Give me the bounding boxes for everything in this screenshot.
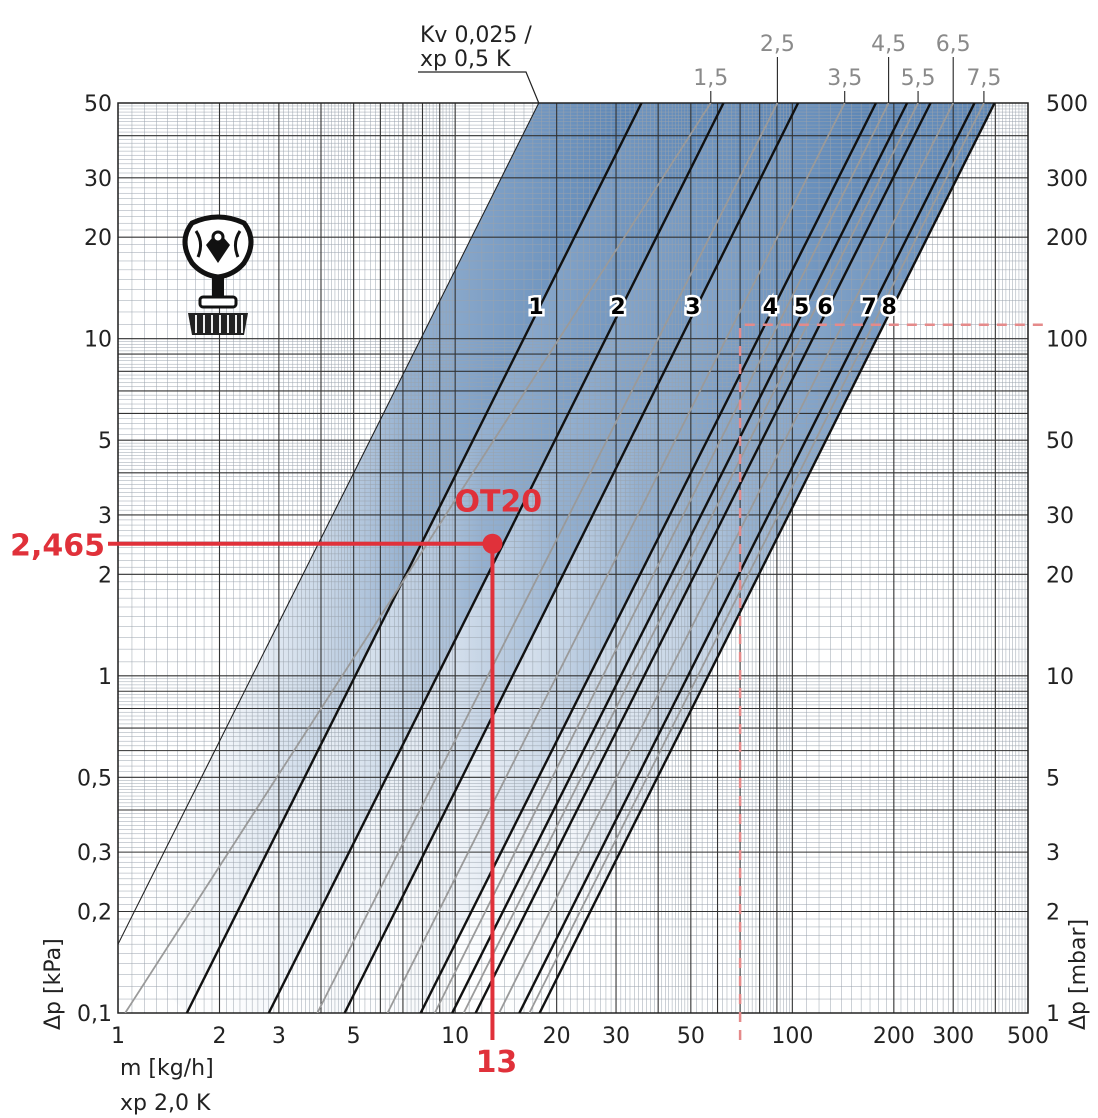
plot-frame	[117, 102, 1029, 1014]
x-tick-label: 2	[212, 1024, 226, 1049]
y-tick-label: 1	[98, 665, 112, 690]
kv-top-label: 4,5	[871, 32, 906, 57]
y2-tick-label: 3	[1046, 841, 1060, 866]
thermostatic-valve-icon	[182, 214, 254, 335]
ot20-point	[482, 533, 503, 554]
y-tick-label: 3	[98, 504, 112, 529]
ot20-label: OT20	[454, 485, 542, 520]
x-tick-label: 50	[677, 1024, 705, 1049]
y-tick-label: 30	[84, 167, 112, 192]
x-tick-label: 200	[873, 1024, 915, 1049]
x-tick-label: 500	[1007, 1024, 1049, 1049]
kv-top-label: 7,5	[966, 66, 1001, 91]
curve-line-6	[474, 103, 932, 1013]
kv-top-label: 3,5	[827, 66, 862, 91]
y2-tick-label: 100	[1046, 328, 1088, 353]
y-tick-label: 2	[98, 563, 112, 588]
y2-tick-label: 50	[1046, 429, 1074, 454]
x-tick-label: 1	[111, 1024, 125, 1049]
y-tick-label: 5	[98, 429, 112, 454]
curve-line-Kv-0-025-xp-0-5-K	[118, 103, 540, 945]
y2-tick-label: 300	[1046, 167, 1088, 192]
curve-line-4-5	[433, 103, 890, 1013]
ot20-y-value-label: 2,465	[10, 529, 105, 564]
y-axis-title: Δp [kPa]	[41, 938, 66, 1030]
ot20-x-value-label: 13	[476, 1045, 518, 1080]
shading-band	[118, 103, 642, 1013]
shading-band	[475, 103, 975, 1013]
curve-number-label: 2	[610, 295, 625, 320]
kv-top-label: 2,5	[760, 32, 795, 57]
kv-header-line1: Kv 0,025 /	[420, 23, 532, 48]
y2-tick-label: 2	[1046, 901, 1060, 926]
x-tick-label: 10	[441, 1024, 469, 1049]
x-tick-label: 5	[347, 1024, 361, 1049]
curve-line-5-5	[462, 103, 919, 1013]
shading-band	[268, 103, 799, 1013]
curve-line-1-5	[124, 103, 712, 1013]
curve-line-3	[343, 103, 800, 1013]
y-tick-label: 0,1	[77, 1002, 112, 1027]
y2-tick-label: 30	[1046, 504, 1074, 529]
y-tick-label: 10	[84, 328, 112, 353]
curve-line-8	[538, 103, 996, 1013]
y2-tick-label: 5	[1046, 766, 1060, 791]
y2-tick-label: 10	[1046, 665, 1074, 690]
curve-number-label: 1	[528, 295, 543, 320]
curve-line-1	[185, 103, 643, 1013]
axis-labels: 0,1 0,2 0,3 0,5 1 2 3 5 10 20 30 50 1 2 3 5 10 20 30 50 100 2…	[41, 23, 1091, 1116]
y-tick-label: 20	[84, 226, 112, 251]
curve-line-2-5	[316, 103, 779, 1013]
x-tick-label: 30	[602, 1024, 630, 1049]
curve-number-label: 7	[861, 295, 876, 320]
dashed-reference-line	[738, 323, 1050, 1040]
kv-header-leader	[418, 71, 540, 104]
kv-header-line2: xp 0,5 K	[420, 47, 511, 72]
curve-line-5	[451, 103, 909, 1013]
y2-tick-label: 20	[1046, 563, 1074, 588]
curve-number-label: 6	[817, 295, 832, 320]
shading-band	[420, 103, 908, 1013]
curve-line-3-5	[386, 103, 846, 1013]
y-tick-label: 0,2	[77, 901, 112, 926]
y-tick-label: 50	[84, 92, 112, 117]
x-tick-label: 20	[543, 1024, 571, 1049]
x-tick-label: 100	[771, 1024, 813, 1049]
shading-band	[344, 103, 876, 1013]
curve-number-label: 4	[763, 295, 778, 320]
curve-number-label: 5	[794, 295, 809, 320]
x-axis-subtitle: xp 2,0 K	[120, 1091, 211, 1116]
y2-tick-label: 500	[1046, 92, 1088, 117]
y2-tick-label: 200	[1046, 226, 1088, 251]
x-tick-label: 300	[932, 1024, 974, 1049]
y2-axis-title: Δp [mbar]	[1066, 919, 1091, 1030]
y2-tick-label: 1	[1046, 1002, 1060, 1027]
curve-line-4	[419, 103, 878, 1013]
y-tick-label: 0,3	[77, 841, 112, 866]
kv-top-label: 5,5	[901, 66, 936, 91]
curve-number-label: 3	[685, 295, 700, 320]
curve-line-7-5	[528, 103, 985, 1013]
y-tick-label: 0,5	[77, 766, 112, 791]
x-axis-title: m [kg/h]	[120, 1056, 214, 1081]
kv-top-label: 1,5	[693, 66, 728, 91]
curve-line-2	[267, 103, 725, 1013]
curve-lines	[118, 103, 996, 1013]
curve-line-6-5	[498, 103, 955, 1013]
curve-line-7	[518, 103, 976, 1013]
curve-number-label: 8	[881, 295, 896, 320]
x-tick-label: 3	[272, 1024, 286, 1049]
kv-top-label: 6,5	[936, 32, 971, 57]
